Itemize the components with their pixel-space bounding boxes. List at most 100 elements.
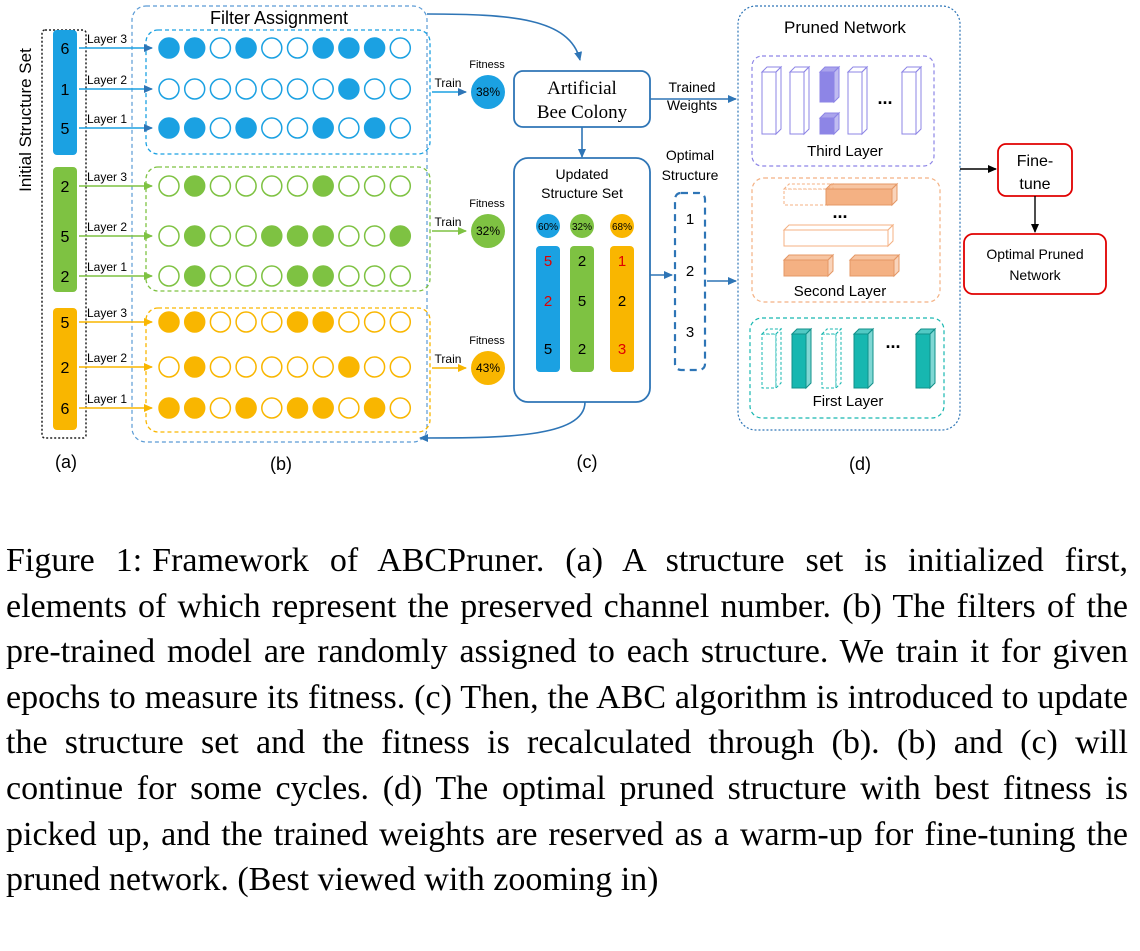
filter-pruned [235, 265, 257, 287]
first-layer-frame [749, 317, 945, 419]
filter-preserved [312, 175, 334, 197]
filter-pruned [209, 311, 232, 333]
filter-preserved [183, 397, 206, 419]
updated-structure-value: 5 [544, 341, 552, 358]
pruned-network-frame [737, 5, 961, 431]
filter-pruned [261, 356, 283, 378]
filter-preserved [183, 265, 206, 287]
figure-caption-label: Figure 1: [6, 542, 143, 579]
third-layer-filter-front [901, 71, 917, 135]
filter-preserved [261, 225, 283, 247]
trained-weights-line2: Weights [667, 97, 717, 113]
filter-preserved [183, 117, 206, 139]
filter-pruned [363, 265, 386, 287]
layer-label: Layer 3 [87, 170, 127, 184]
optimal-pruned-line2: Network [1009, 267, 1061, 283]
filter-pruned [209, 37, 232, 59]
filter-preserved [338, 78, 360, 100]
third-layer-filter-front [847, 71, 863, 135]
layer-label: Layer 3 [87, 306, 127, 320]
trained-weights-line1: Trained [669, 79, 716, 95]
filter-pruned [235, 225, 257, 247]
structure-bar-green [53, 167, 77, 292]
filter-preserved [312, 265, 334, 287]
structure-value: 2 [61, 179, 70, 196]
filter-pruned [338, 311, 360, 333]
first-layer-filter-side [867, 327, 874, 390]
filter-pruned [261, 117, 283, 139]
filter-preserved [338, 356, 360, 378]
filter-pruned [286, 117, 309, 139]
filter-preserved [158, 37, 180, 59]
panel-a-label: (a) [55, 452, 77, 472]
second-layer-filter-top [824, 183, 899, 190]
filter-pruned [389, 175, 412, 197]
panel-d-label: (d) [849, 454, 871, 474]
updated-structure-value: 1 [618, 253, 626, 270]
optimal-structure-line1: Optimal [666, 147, 714, 163]
filter-pruned [312, 356, 334, 378]
updated-structure-value: 2 [544, 293, 552, 310]
updated-fitness-circle [610, 214, 634, 238]
third-layer-filter-front [761, 71, 777, 135]
second-layer-filter-top [782, 183, 835, 190]
structure-value: 2 [61, 269, 70, 286]
filter-pruned [209, 78, 232, 100]
second-layer-filter-front [783, 229, 889, 247]
third-layer-filter [900, 65, 923, 136]
first-layer-filter [914, 327, 937, 390]
second-layer-filter [782, 223, 895, 248]
first-layer-filter-front [761, 333, 777, 389]
second-layer-filter-side [891, 182, 898, 207]
finetune-line2: tune [1019, 176, 1050, 193]
filter-preserved [158, 117, 180, 139]
updated-structure-value: 5 [544, 253, 552, 270]
first-layer-label: First Layer [813, 393, 884, 410]
filter-pruned [338, 117, 360, 139]
updated-structure-title-line1: Updated [556, 166, 609, 182]
updated-fitness-circle [570, 214, 594, 238]
second-layer-filter [848, 253, 901, 278]
filter-pruned [312, 78, 334, 100]
filter-group-frame-orange [145, 307, 431, 433]
first-layer-filter-side [835, 327, 842, 390]
filter-preserved [312, 397, 334, 419]
first-layer-filter [820, 327, 843, 390]
second-layer-filter [824, 182, 899, 207]
second-layer-filter-side [887, 223, 894, 248]
third-layer-filter-side [775, 65, 782, 136]
panel-b-label: (b) [270, 454, 292, 474]
second-layer-filter-top [782, 224, 895, 231]
fitness-circle [471, 75, 505, 109]
filter-pruned [261, 265, 283, 287]
filter-pruned [235, 311, 257, 333]
filter-preserved [312, 225, 334, 247]
filter-pruned [158, 356, 180, 378]
structure-set-frame [41, 29, 87, 439]
updated-structure-value: 2 [618, 293, 626, 310]
filter-pruned [286, 356, 309, 378]
figure-caption: Figure 1: Framework of ABCPruner. (a) A s… [6, 538, 1128, 903]
filter-pruned [261, 37, 283, 59]
first-layer-filter-side [775, 327, 782, 390]
updated-fitness-value: 60% [538, 222, 558, 233]
filter-pruned [286, 37, 309, 59]
filter-pruned [235, 175, 257, 197]
first-layer-filter [852, 327, 875, 390]
fitness-label: Fitness [469, 198, 505, 210]
second-layer-filter-front [849, 259, 895, 277]
updated-structure-title-line2: Structure Set [541, 185, 623, 201]
filter-pruned [338, 265, 360, 287]
filter-pruned [363, 225, 386, 247]
structure-value: 5 [61, 229, 70, 246]
arrow-to-abc [426, 13, 583, 61]
filter-pruned [363, 356, 386, 378]
fitness-value: 43% [476, 361, 500, 375]
filter-preserved [183, 175, 206, 197]
second-layer-filter-side [827, 253, 834, 278]
filter-preserved [158, 397, 180, 419]
first-layer-filter-front [791, 333, 807, 389]
filter-pruned [261, 175, 283, 197]
second-layer-filter-side [893, 253, 900, 278]
first-layer-filter-front [915, 333, 931, 389]
